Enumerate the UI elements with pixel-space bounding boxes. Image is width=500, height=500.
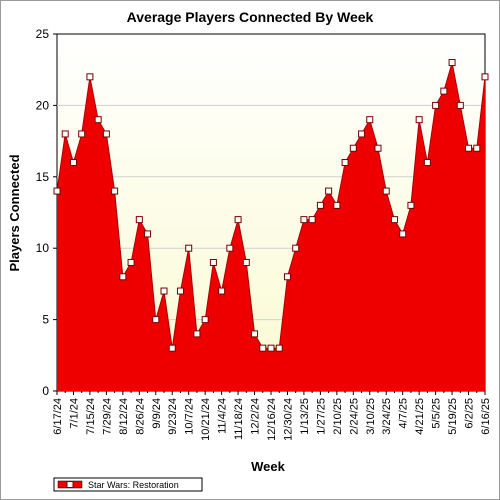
legend-marker bbox=[66, 481, 74, 488]
x-tick-label: 11/4/24 bbox=[217, 398, 229, 434]
data-point bbox=[374, 144, 382, 152]
data-point bbox=[399, 230, 407, 238]
data-point bbox=[94, 116, 102, 124]
x-tick-label: 5/19/25 bbox=[447, 398, 459, 435]
x-tick-label: 4/7/25 bbox=[398, 398, 410, 429]
data-point bbox=[316, 201, 324, 209]
x-tick-label: 2/10/25 bbox=[332, 398, 344, 435]
data-point bbox=[69, 159, 77, 167]
data-point bbox=[308, 216, 316, 224]
y-axis-label: Players Connected bbox=[7, 154, 22, 271]
data-point bbox=[111, 187, 119, 195]
x-tick-label: 5/5/25 bbox=[431, 398, 443, 429]
data-point bbox=[201, 316, 209, 324]
data-point bbox=[440, 87, 448, 95]
series-area bbox=[57, 62, 485, 392]
data-point bbox=[292, 244, 300, 252]
x-tick-label: 8/12/24 bbox=[118, 398, 130, 435]
x-tick-label: 1/13/25 bbox=[299, 398, 311, 435]
y-tick-label: 5 bbox=[42, 313, 49, 327]
data-point bbox=[341, 159, 349, 167]
legend: Star Wars: Restoration bbox=[53, 477, 203, 492]
data-point bbox=[407, 201, 415, 209]
data-point bbox=[358, 130, 366, 138]
y-tick-label: 25 bbox=[36, 27, 50, 41]
data-point bbox=[456, 101, 464, 109]
y-tick-label: 0 bbox=[42, 384, 49, 398]
data-point bbox=[448, 59, 456, 67]
data-point bbox=[119, 273, 127, 281]
x-axis-label: Week bbox=[251, 459, 285, 474]
marker-layer bbox=[53, 59, 489, 352]
x-tick-label: 12/2/24 bbox=[250, 398, 262, 435]
data-point bbox=[259, 344, 267, 352]
x-tick-label: 3/10/25 bbox=[365, 398, 377, 435]
x-tick-label: 8/26/24 bbox=[134, 398, 146, 435]
data-point bbox=[193, 330, 201, 338]
data-point bbox=[242, 258, 250, 266]
data-point bbox=[481, 73, 489, 81]
x-tick-label: 6/17/24 bbox=[52, 398, 64, 435]
x-tick-label: 6/2/25 bbox=[464, 398, 476, 429]
x-tick-label: 4/21/25 bbox=[414, 398, 426, 435]
x-tick-label: 9/23/24 bbox=[167, 398, 179, 435]
data-point bbox=[127, 258, 135, 266]
data-point bbox=[78, 130, 86, 138]
data-point bbox=[135, 216, 143, 224]
data-point bbox=[333, 201, 341, 209]
data-point bbox=[382, 187, 390, 195]
data-point bbox=[185, 244, 193, 252]
x-tick-label: 3/24/25 bbox=[381, 398, 393, 435]
data-point bbox=[267, 344, 275, 352]
x-tick-label: 7/1/24 bbox=[68, 398, 80, 429]
data-point bbox=[251, 330, 259, 338]
data-point bbox=[160, 287, 168, 295]
x-tick-label: 7/29/24 bbox=[101, 398, 113, 435]
y-tick-label: 15 bbox=[36, 170, 50, 184]
data-point bbox=[53, 187, 61, 195]
legend-box bbox=[53, 477, 203, 492]
data-point bbox=[423, 159, 431, 167]
data-point bbox=[168, 344, 176, 352]
x-tick-label: 10/7/24 bbox=[184, 398, 196, 435]
data-point bbox=[325, 187, 333, 195]
x-tick-label: 9/9/24 bbox=[151, 398, 163, 429]
x-tick-label: 1/27/25 bbox=[315, 398, 327, 435]
data-point bbox=[465, 144, 473, 152]
data-point bbox=[349, 144, 357, 152]
data-point bbox=[415, 116, 423, 124]
chart-title: Average Players Connected By Week bbox=[127, 9, 374, 25]
legend-label: Star Wars: Restoration bbox=[88, 480, 179, 490]
data-point bbox=[300, 216, 308, 224]
data-point bbox=[102, 130, 110, 138]
data-point bbox=[209, 258, 217, 266]
data-point bbox=[218, 287, 226, 295]
y-tick-label: 20 bbox=[36, 98, 50, 112]
y-tick-label: 10 bbox=[36, 241, 50, 255]
x-tick-label: 11/18/24 bbox=[233, 398, 245, 440]
data-point bbox=[473, 144, 481, 152]
data-point bbox=[234, 216, 242, 224]
x-tick-label: 2/24/25 bbox=[348, 398, 360, 435]
x-tick-label: 12/30/24 bbox=[282, 398, 294, 441]
data-point bbox=[366, 116, 374, 124]
x-tick-label: 10/21/24 bbox=[200, 398, 212, 441]
data-point bbox=[61, 130, 69, 138]
data-point bbox=[226, 244, 234, 252]
x-axis-ticks: 6/17/24 7/1/24 7/15/24 7/29/24 8/12/24 8/26/2… bbox=[52, 391, 492, 441]
data-point bbox=[283, 273, 291, 281]
x-tick-label: 6/16/25 bbox=[480, 398, 492, 435]
data-point bbox=[275, 344, 283, 352]
data-point bbox=[144, 230, 152, 238]
data-point bbox=[390, 216, 398, 224]
data-point bbox=[176, 287, 184, 295]
x-tick-label: 7/15/24 bbox=[85, 398, 97, 435]
data-point bbox=[86, 73, 94, 81]
y-axis-ticks: 0 5 10 15 20 25 bbox=[36, 27, 57, 398]
data-point bbox=[152, 316, 160, 324]
x-tick-label: 12/16/24 bbox=[266, 398, 278, 441]
data-point bbox=[432, 101, 440, 109]
